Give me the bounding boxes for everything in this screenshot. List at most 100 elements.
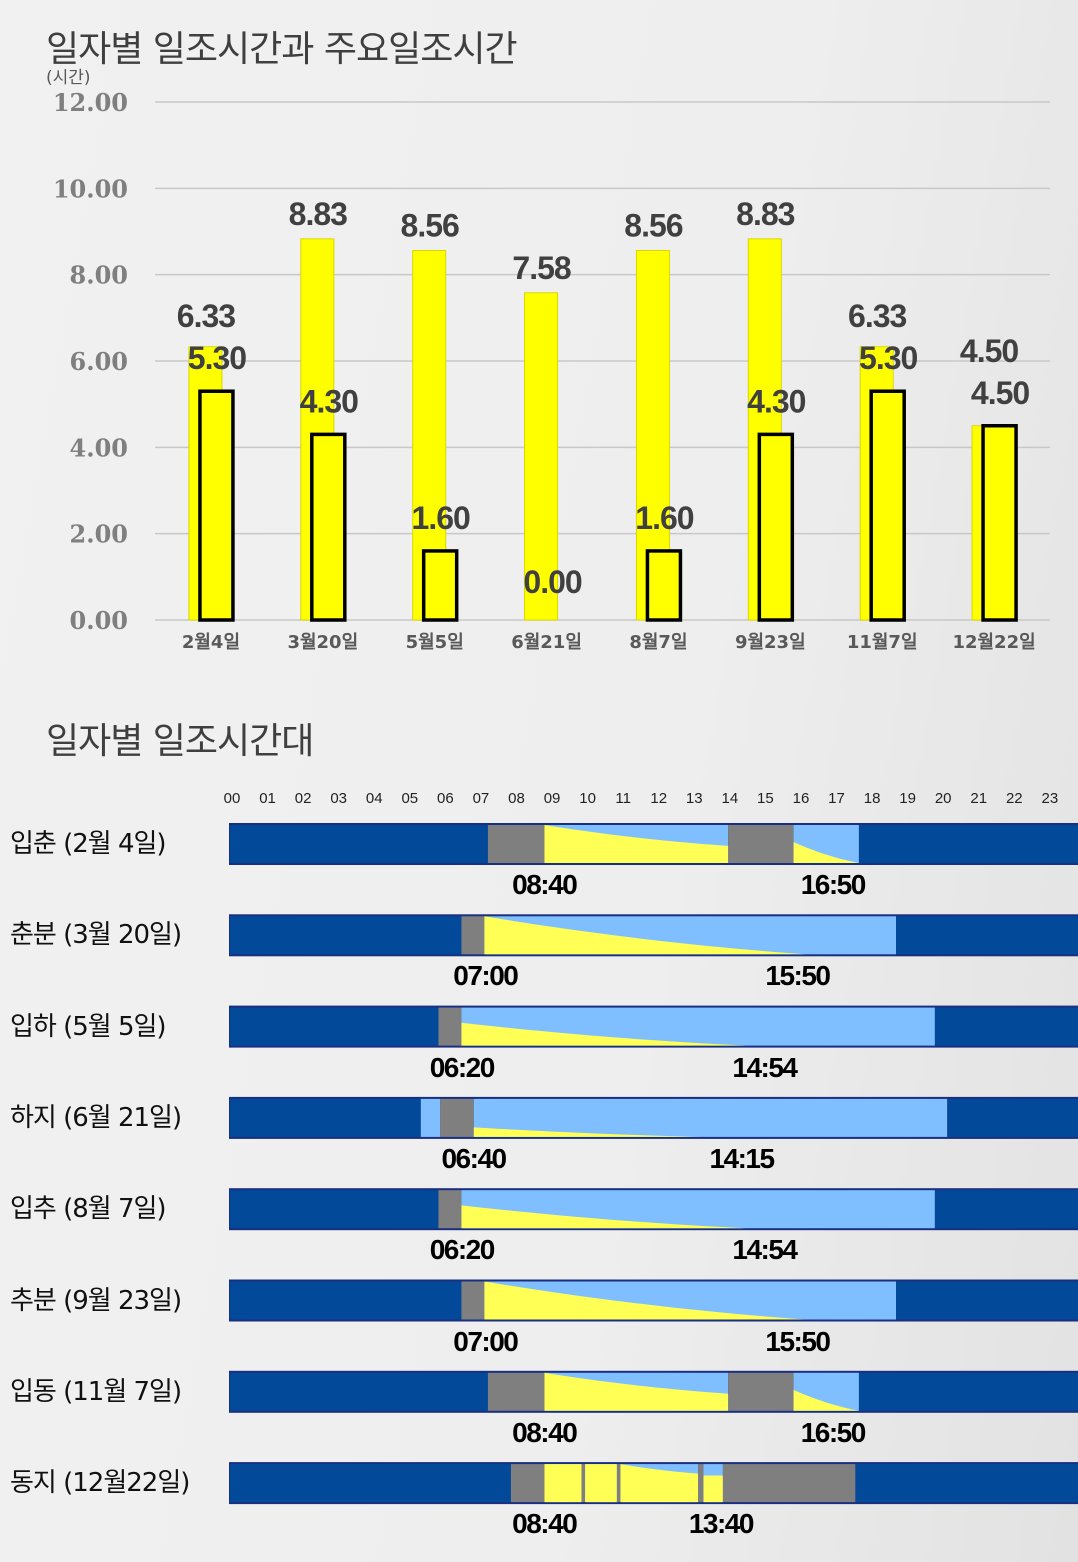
timeline-row — [229, 1462, 1078, 1505]
timeline-row — [229, 823, 1078, 865]
sunshine-fill — [473, 1127, 702, 1137]
night-segment — [934, 1007, 1078, 1046]
sunshine-fill — [461, 1022, 746, 1046]
gray-segment — [728, 1372, 794, 1411]
daylight-segment — [420, 1098, 441, 1137]
night-segment — [947, 1098, 1078, 1137]
y-tick-label: 10.00 — [53, 174, 128, 203]
night-segment — [855, 1464, 1078, 1503]
sunshine-fill — [484, 916, 806, 955]
hour-tick-label: 11 — [615, 790, 631, 807]
gray-segment — [461, 1281, 485, 1320]
data-label-sunshine: 6.33 — [177, 298, 235, 334]
night-segment — [230, 1007, 439, 1046]
data-label-main-sunshine: 5.30 — [188, 340, 246, 376]
night-segment — [230, 1281, 462, 1320]
data-label-sunshine: 8.83 — [289, 196, 347, 232]
hour-tick-label: 12 — [650, 790, 668, 807]
x-tick-label: 8월7일 — [629, 632, 687, 653]
gray-segment — [487, 1372, 545, 1411]
sunshine-fill — [544, 825, 729, 863]
hour-tick-label: 02 — [294, 790, 312, 807]
time-label-end: 14:54 — [732, 1234, 798, 1266]
hour-tick-label: 05 — [401, 790, 419, 807]
sunshine-fill — [461, 1205, 746, 1229]
sunshine-fill — [544, 1372, 729, 1411]
gray-segment — [581, 1464, 586, 1503]
y-tick-label: 0.00 — [70, 606, 128, 635]
data-label-main-sunshine: 4.50 — [971, 375, 1029, 411]
time-label-start: 08:40 — [512, 1508, 578, 1540]
data-label-sunshine: 7.58 — [512, 250, 570, 286]
timeline-row — [229, 1279, 1078, 1322]
x-tick-label: 9월23일 — [735, 632, 806, 653]
bar-main-sunshine-hours — [310, 432, 347, 622]
sunshine-fill — [793, 842, 859, 863]
y-tick-label: 12.00 — [53, 88, 128, 117]
row-label: 입춘 (2월 4일) — [10, 829, 167, 859]
night-segment — [230, 1190, 439, 1229]
hour-tick-label: 01 — [259, 790, 276, 807]
gray-segment — [487, 825, 545, 863]
hour-tick-label: 15 — [757, 790, 774, 807]
row-label: 춘분 (3월 20일) — [10, 920, 182, 951]
sunshine-fill — [703, 1475, 723, 1503]
gray-segment — [722, 1464, 856, 1503]
time-label-start: 08:40 — [512, 1416, 578, 1448]
hour-tick-label: 06 — [437, 790, 454, 807]
row-label: 입추 (8월 7일) — [10, 1194, 167, 1225]
time-label-end: 15:50 — [765, 960, 831, 992]
data-label-main-sunshine: 0.00 — [523, 564, 581, 600]
hour-tick-label: 10 — [579, 790, 596, 807]
bar-sunshine-hours — [524, 292, 559, 621]
sunshine-fill — [484, 1281, 806, 1320]
sunshine-fill — [544, 1464, 582, 1503]
bar-main-sunshine-hours — [645, 549, 683, 622]
row-label: 동지 (12월22일) — [10, 1468, 190, 1499]
time-label-start: 07:00 — [453, 960, 519, 992]
hour-tick-label: 17 — [828, 790, 845, 807]
sunshine-fill — [793, 1389, 859, 1411]
x-tick-label: 6월21일 — [511, 632, 582, 653]
x-tick-label: 12월22일 — [952, 632, 1035, 653]
gray-segment — [461, 916, 485, 955]
night-segment — [230, 1372, 488, 1411]
time-label-end: 15:50 — [765, 1325, 831, 1357]
time-label-end: 13:40 — [688, 1508, 755, 1540]
time-label-end: 14:15 — [709, 1142, 775, 1174]
bar-main-sunshine-hours — [421, 549, 459, 622]
night-segment — [230, 825, 488, 863]
row-label: 하지 (6월 21일) — [10, 1102, 182, 1133]
x-tick-label: 3월20일 — [287, 632, 358, 653]
chart-title: 일자별 일조시간과 주요일조시간 — [46, 29, 518, 70]
y-tick-label: 6.00 — [70, 347, 128, 376]
data-label-sunshine: 8.83 — [736, 196, 794, 232]
bar-main-sunshine-hours — [869, 389, 906, 622]
hour-tick-label: 07 — [472, 790, 490, 807]
data-label-main-sunshine: 5.30 — [859, 340, 917, 376]
bar-main-sunshine-hours — [198, 389, 235, 622]
y-axis-label: (시간) — [46, 68, 91, 88]
gray-segment — [438, 1007, 462, 1046]
y-tick-label: 2.00 — [70, 520, 128, 549]
hour-tick-label: 20 — [934, 790, 952, 807]
hour-tick-label: 08 — [508, 790, 525, 807]
night-segment — [896, 916, 1078, 955]
row-label: 입하 (5월 5일) — [10, 1011, 167, 1042]
time-label-end: 16:50 — [800, 1416, 867, 1448]
night-segment — [858, 825, 1078, 863]
night-segment — [858, 1372, 1078, 1411]
data-label-main-sunshine: 1.60 — [635, 500, 693, 536]
time-label-end: 16:50 — [800, 869, 867, 900]
sunshine-fill — [585, 1464, 617, 1503]
timeline-title: 일자별 일조시간대 — [46, 721, 314, 762]
data-label-sunshine: 8.56 — [401, 207, 459, 243]
hour-tick-label: 00 — [223, 790, 241, 807]
timeline-row — [229, 1370, 1078, 1413]
hour-tick-label: 14 — [721, 790, 739, 807]
hour-tick-label: 09 — [543, 790, 561, 807]
bar-main-sunshine-hours — [757, 432, 795, 622]
night-segment — [934, 1190, 1078, 1229]
time-label-start: 06:20 — [429, 1234, 496, 1266]
